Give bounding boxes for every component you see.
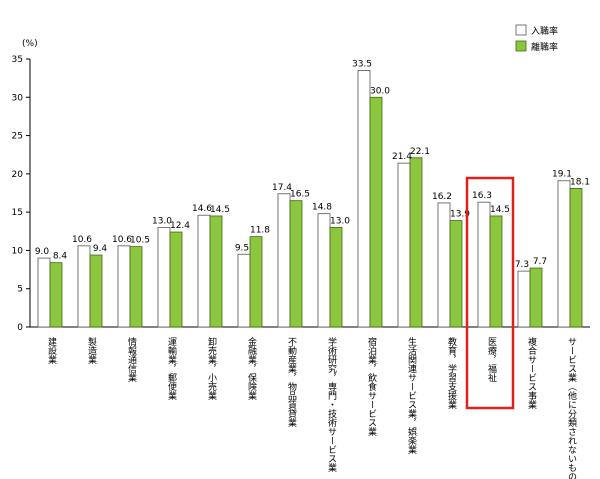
category-label: 卸売業，小売業 bbox=[206, 336, 217, 401]
data-label-entry-rate: 33.5 bbox=[352, 59, 372, 69]
bar-separation-rate bbox=[409, 157, 423, 328]
data-label-separation-rate: 10.5 bbox=[130, 236, 150, 246]
category-label: 教育，学習支援業 bbox=[446, 336, 457, 410]
data-label-separation-rate: 8.4 bbox=[53, 252, 68, 262]
y-tick-label: 0 bbox=[17, 323, 23, 333]
y-tick-label: 15 bbox=[12, 208, 23, 218]
bar-entry-rate bbox=[37, 257, 51, 328]
data-label-separation-rate: 7.7 bbox=[533, 257, 547, 267]
category-label: 生活関連サービス業，娯楽業 bbox=[406, 336, 417, 455]
bar-entry-rate bbox=[397, 162, 411, 328]
data-label-separation-rate: 18.1 bbox=[570, 177, 590, 187]
data-label-separation-rate: 14.5 bbox=[210, 205, 230, 215]
data-label-entry-rate: 17.4 bbox=[272, 183, 292, 193]
category-label: 医療，福祉 bbox=[486, 337, 497, 383]
data-labels: 9.0 8.410.69.410.610.513.012.414.614.59.5… bbox=[35, 59, 590, 270]
data-label-separation-rate: 16.5 bbox=[290, 190, 310, 200]
bar-entry-rate bbox=[517, 270, 531, 328]
category-label: サービス業（他に分類されないもの） bbox=[566, 337, 577, 479]
data-label-separation-rate: 11.8 bbox=[250, 226, 270, 236]
bar-entry-rate bbox=[77, 245, 91, 328]
data-label-separation-rate: 14.5 bbox=[490, 205, 510, 215]
legend-swatch bbox=[515, 24, 527, 36]
data-label-entry-rate: 14.8 bbox=[312, 203, 332, 213]
category-label: 製造業 bbox=[86, 336, 97, 365]
bar-entry-rate bbox=[437, 202, 451, 328]
data-label-entry-rate: 14.6 bbox=[192, 204, 212, 214]
legend-swatch bbox=[515, 40, 527, 52]
data-label-separation-rate: 30.0 bbox=[370, 86, 390, 96]
bar-entry-rate bbox=[277, 193, 291, 328]
y-tick-label: 10 bbox=[12, 246, 24, 256]
bar-separation-rate bbox=[449, 220, 463, 328]
data-label-entry-rate: 10.6 bbox=[72, 235, 92, 245]
bar-separation-rate bbox=[169, 231, 183, 328]
legend-entry: 入職率 bbox=[531, 25, 558, 37]
category-label: 宿泊業，飲食サービス業 bbox=[366, 336, 377, 437]
data-label-entry-rate: 9.0 bbox=[35, 247, 50, 257]
category-label: 情報通信業 bbox=[126, 336, 137, 383]
bar-entry-rate bbox=[197, 214, 211, 328]
data-label-entry-rate: 21.4 bbox=[392, 152, 412, 162]
category-label: 不動産業，物品賃貸業 bbox=[286, 337, 297, 428]
y-tick-labels: 0 5 10 15 20 25 30 35 bbox=[12, 55, 24, 333]
data-label-separation-rate: 9.4 bbox=[93, 244, 108, 254]
y-unit-label: (%) bbox=[22, 39, 38, 49]
bar-separation-rate bbox=[329, 227, 343, 328]
bar-separation-rate bbox=[369, 96, 383, 328]
category-label: 複合サービス事業 bbox=[526, 336, 537, 410]
category-labels: 建設業 製造業 情報通信業 運輸業，郵便業 卸売業，小売業 金融業，保険業 不動産業，物品賃… bbox=[46, 336, 577, 479]
data-label-entry-rate: 19.1 bbox=[552, 170, 572, 180]
legend-entry: 離職率 bbox=[531, 41, 558, 53]
bar-separation-rate bbox=[529, 267, 543, 328]
data-label-entry-rate: 9.5 bbox=[235, 243, 249, 253]
y-tick-label: 5 bbox=[17, 285, 23, 295]
bar-separation-rate bbox=[569, 188, 583, 328]
data-label-separation-rate: 22.1 bbox=[410, 147, 430, 157]
bar-entry-rate bbox=[157, 227, 171, 328]
highlight-rectangle bbox=[465, 176, 515, 410]
bar-separation-rate bbox=[209, 215, 223, 328]
data-label-separation-rate: 12.4 bbox=[170, 221, 190, 231]
data-label-entry-rate: 16.2 bbox=[432, 192, 452, 202]
bar-entry-rate bbox=[477, 201, 491, 328]
y-tick-label: 20 bbox=[12, 170, 24, 180]
y-tick-label: 35 bbox=[12, 55, 23, 65]
bar-separation-rate bbox=[249, 236, 263, 328]
bar-separation-rate bbox=[129, 246, 143, 328]
bar-separation-rate bbox=[289, 200, 303, 328]
data-label-entry-rate: 16.3 bbox=[472, 191, 492, 201]
bar-entry-rate bbox=[237, 253, 251, 328]
bar-entry-rate bbox=[557, 180, 571, 328]
data-label-separation-rate: 13.9 bbox=[450, 210, 470, 220]
category-label: 学術研究，専門・技術サービス業 bbox=[326, 336, 337, 473]
bar-entry-rate bbox=[357, 70, 371, 328]
data-label-separation-rate: 13.0 bbox=[330, 216, 350, 226]
highlight-box bbox=[465, 176, 515, 410]
data-label-entry-rate: 10.6 bbox=[112, 235, 132, 245]
y-tick-label: 30 bbox=[12, 93, 24, 103]
bars bbox=[37, 70, 583, 328]
bar-entry-rate bbox=[117, 245, 131, 328]
bar-separation-rate bbox=[489, 215, 503, 328]
y-tick-label: 25 bbox=[12, 132, 23, 142]
data-label-entry-rate: 7.3 bbox=[515, 260, 529, 270]
bar-entry-rate bbox=[317, 213, 331, 328]
bar-separation-rate bbox=[89, 254, 103, 328]
data-label-entry-rate: 13.0 bbox=[152, 216, 172, 226]
category-label: 建設業 bbox=[46, 336, 57, 365]
category-label: 金融業，保険業 bbox=[246, 336, 257, 401]
bar-separation-rate bbox=[49, 262, 63, 328]
category-label: 運輸業，郵便業 bbox=[166, 337, 177, 401]
